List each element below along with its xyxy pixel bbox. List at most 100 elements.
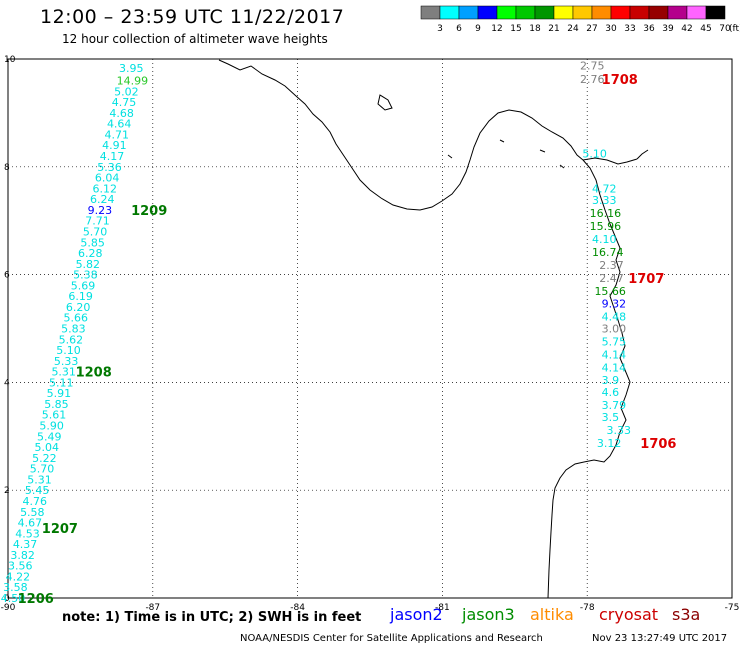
wave-height-value: 5.61: [42, 409, 67, 422]
legend-swatch: [439, 5, 460, 20]
legend-swatch: [515, 5, 536, 20]
legend-cryosat: cryosat: [599, 605, 659, 624]
wave-height-value: 16.74: [592, 246, 624, 259]
coastline-caribbean-north: [218, 59, 638, 211]
footer-credit: NOAA/NESDIS Center for Satellite Applica…: [240, 633, 543, 644]
footer-note: note: 1) Time is in UTC; 2) SWH is in fe…: [62, 610, 362, 625]
legend-swatch: [591, 5, 612, 20]
wave-height-value: 7.71: [85, 215, 110, 228]
wave-height-value: 6.20: [66, 301, 91, 314]
wave-height-value: 3.33: [607, 424, 632, 437]
wave-height-value: 5.62: [59, 333, 84, 346]
legend-label: 33: [624, 24, 635, 34]
pass-time: 1708: [602, 73, 638, 88]
pass-time: 1207: [42, 522, 78, 537]
wave-height-value: 4.10: [592, 233, 617, 246]
legend-label: 6: [456, 24, 462, 34]
wave-height-value: 6.19: [68, 290, 93, 303]
coastline-islands: [447, 139, 565, 169]
x-tick-label: -87: [145, 603, 160, 613]
wave-height-value: 5.45: [25, 484, 50, 497]
wave-height-value: 5.75: [602, 335, 627, 348]
legend-jason2: jason2: [390, 605, 443, 624]
wave-height-value: 16.16: [590, 207, 622, 220]
wave-height-value: 3.12: [597, 437, 622, 450]
wave-height-value: 5.82: [76, 258, 101, 271]
legend-label: 39: [662, 24, 674, 34]
legend-label: 30: [605, 24, 617, 34]
wave-height-value: 5.04: [35, 441, 60, 454]
wave-height-value: 3.79: [602, 399, 627, 412]
wave-height-value: 3.95: [119, 62, 144, 75]
legend-altika: altika: [530, 605, 574, 624]
wave-height-value: 4.64: [107, 118, 131, 131]
legend-swatch: [686, 5, 707, 20]
y-tick-label: 2: [4, 486, 10, 496]
wave-height-value: 2.37: [599, 259, 624, 272]
wave-height-value: 6.24: [90, 193, 115, 206]
wave-height-value: 5.38: [73, 269, 98, 282]
legend-swatch: [629, 5, 650, 20]
wave-height-value: 15.96: [590, 220, 622, 233]
wave-height-value: 5.33: [54, 355, 79, 368]
y-tick-label: 6: [4, 271, 10, 281]
pass-time: 1208: [76, 366, 112, 381]
wave-height-value: 3.5: [602, 411, 620, 424]
y-tick-label: 8: [4, 163, 10, 173]
wave-height-value: 9.32: [602, 298, 627, 311]
wave-height-value: 5.22: [32, 452, 57, 465]
wave-height-value: 5.66: [64, 312, 89, 325]
legend-s3a: s3a: [672, 605, 701, 624]
legend-swatch: [648, 5, 669, 20]
x-tick-label: -90: [1, 603, 16, 613]
legend-label: 70: [719, 24, 731, 34]
pass-time: 1706: [640, 437, 676, 452]
wave-height-value: 14.99: [117, 75, 149, 88]
coastline: [218, 59, 649, 599]
legend-swatch: [572, 5, 593, 20]
wave-height-value: 5.10: [56, 344, 80, 357]
legend-label: 24: [567, 24, 579, 34]
wave-height-value: 2.47: [599, 272, 624, 285]
wave-height-value: 4.37: [13, 538, 38, 551]
legend-swatch: [458, 5, 479, 20]
wave-height-value: 4.67: [18, 517, 43, 530]
wave-height-value: 4.14: [602, 348, 627, 361]
x-tick-label: -75: [725, 603, 740, 613]
legend-label: 36: [643, 24, 655, 34]
pass-time: 1707: [628, 272, 664, 287]
wave-height-value: 4.53: [15, 527, 39, 540]
x-tick-label: -78: [580, 603, 595, 613]
wave-height-value: 15.66: [594, 285, 626, 298]
wave-height-value: 5.85: [44, 398, 68, 411]
wave-height-value: 4.68: [109, 107, 134, 120]
map-subtitle: 12 hour collection of altimeter wave hei…: [62, 32, 328, 46]
map-title: 12:00 – 23:59 UTC 11/22/2017: [40, 6, 345, 28]
wave-height-value: 5.70: [30, 463, 55, 476]
legend-swatch: [496, 5, 517, 20]
wave-height-value: 9.23: [88, 204, 113, 217]
legend-swatch: [534, 5, 555, 20]
wave-height-value: 4.75: [112, 96, 137, 109]
legend-label: 21: [548, 24, 559, 34]
legend-swatch: [553, 5, 574, 20]
wave-height-value: 5.69: [71, 279, 96, 292]
wave-height-value: 2.76: [580, 73, 605, 86]
wave-height-values: 3.9514.995.024.754.684.644.714.914.175.3…: [1, 59, 631, 605]
wave-height-value: 5.02: [114, 85, 139, 98]
y-tick-label: 4: [4, 378, 10, 388]
legend-label: 9: [475, 24, 481, 34]
legend-unit: (ft): [729, 24, 740, 34]
wave-height-value: 5.11: [49, 376, 74, 389]
wave-height-value: 5.85: [80, 236, 105, 249]
pass-time: 1209: [131, 204, 167, 219]
pass-times: 1209 1208 1207 1206 1708 1707 1706: [18, 73, 677, 607]
wave-height-value: 4.71: [105, 128, 129, 141]
wave-height-value: 4.76: [22, 495, 47, 508]
wave-height-value: 4.6: [602, 386, 620, 399]
footer-timestamp: Nov 23 13:27:49 UTC 2017: [592, 633, 728, 644]
wave-height-value: 4.91: [102, 139, 127, 152]
grid-lines: [8, 59, 732, 598]
